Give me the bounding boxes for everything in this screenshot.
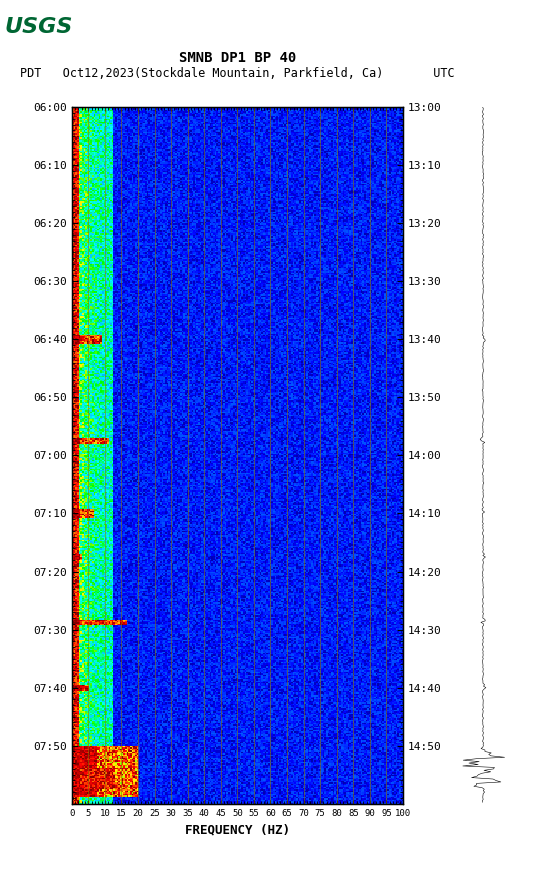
Text: SMNB DP1 BP 40: SMNB DP1 BP 40 bbox=[179, 51, 296, 65]
Text: USGS: USGS bbox=[4, 17, 73, 37]
X-axis label: FREQUENCY (HZ): FREQUENCY (HZ) bbox=[185, 823, 290, 836]
Text: PDT   Oct12,2023(Stockdale Mountain, Parkfield, Ca)       UTC: PDT Oct12,2023(Stockdale Mountain, Parkf… bbox=[20, 67, 455, 79]
